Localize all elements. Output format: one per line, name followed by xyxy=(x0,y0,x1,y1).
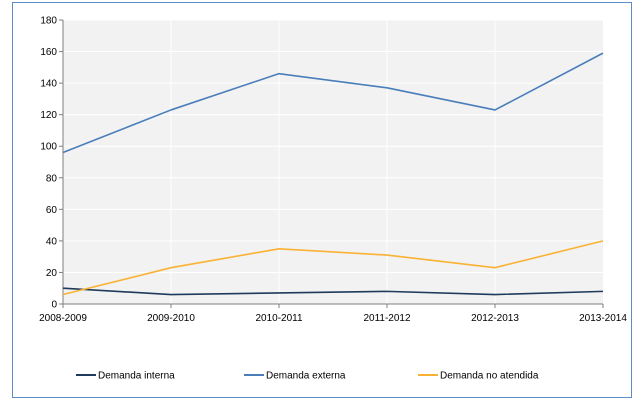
axes xyxy=(59,19,604,308)
y-tick-label-140: 140 xyxy=(40,79,57,90)
legend-label-0: Demanda interna xyxy=(98,371,175,382)
x-tick-label-3: 2011-2012 xyxy=(363,313,411,324)
y-tick-label-20: 20 xyxy=(46,268,58,279)
series-line-2 xyxy=(62,240,604,296)
y-tick-label-0: 0 xyxy=(51,300,57,311)
gridlines xyxy=(63,19,603,304)
x-tick-label-2: 2010-2011 xyxy=(255,313,303,324)
y-tick-label-180: 180 xyxy=(40,16,57,27)
y-tick-label-60: 60 xyxy=(46,205,58,216)
series-line-0 xyxy=(62,287,604,296)
x-tick-label-1: 2009-2010 xyxy=(147,313,195,324)
x-axis-tick-labels: 2008-2009 2009-2010 2010-2011 2011-2012 2012… xyxy=(39,313,627,324)
y-tick-label-100: 100 xyxy=(40,142,57,153)
x-tick-label-0: 2008-2009 xyxy=(39,313,87,324)
plot-area xyxy=(63,20,603,304)
series-line-1 xyxy=(62,52,604,154)
legend: Demanda interna Demanda externa Demanda no… xyxy=(76,371,539,382)
series-lines xyxy=(62,52,604,296)
legend-label-1: Demanda externa xyxy=(266,371,346,382)
x-tick-label-4: 2012-2013 xyxy=(471,313,519,324)
legend-label-2: Demanda no atendida xyxy=(440,371,539,382)
y-tick-label-160: 160 xyxy=(40,47,57,58)
y-axis-tick-labels: 0 20 40 60 80 100 120 140 160 180 xyxy=(40,16,57,311)
y-tick-label-80: 80 xyxy=(46,173,58,184)
y-tick-label-40: 40 xyxy=(46,236,58,247)
x-tick-label-5: 2013-2014 xyxy=(579,313,627,324)
y-tick-label-120: 120 xyxy=(40,110,57,121)
